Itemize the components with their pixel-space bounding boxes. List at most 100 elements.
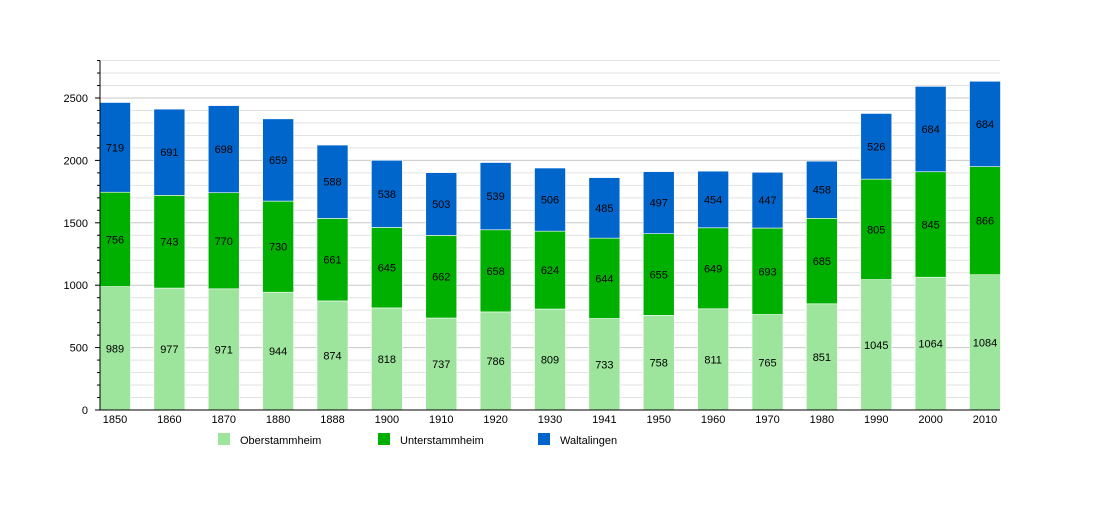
data-label: 538: [378, 189, 396, 201]
data-label: 874: [323, 350, 341, 362]
bar-unterstammheim-1950: [642, 233, 675, 316]
x-tick-label: 1900: [375, 414, 399, 426]
data-label: 659: [269, 155, 287, 167]
bar-waltalingen-1860: [153, 108, 186, 196]
bar-waltalingen-1920: [479, 162, 512, 231]
bar-oberstammheim-1880: [262, 291, 294, 411]
data-label: 971: [215, 344, 233, 356]
y-tick-label: 0: [82, 405, 88, 417]
bar-unterstammheim-1860: [153, 195, 186, 289]
bars: 989 756 719 977 743 691 971 770 698 944 730 659 874 6…: [99, 80, 1001, 411]
bar-unterstammheim-2010: [969, 166, 1001, 276]
bar-waltalingen-1970: [751, 171, 784, 229]
bar-waltalingen-1888: [316, 144, 349, 219]
bar-oberstammheim-1980: [806, 303, 838, 411]
bar-unterstammheim-1970: [751, 227, 784, 315]
x-tick-label: 1860: [157, 414, 181, 426]
data-label: 1045: [864, 340, 888, 352]
bar-unterstammheim-1900: [371, 227, 403, 309]
legend-swatch: [378, 433, 390, 445]
y-tick-label: 500: [70, 343, 88, 355]
data-label: 756: [106, 234, 124, 246]
bar-unterstammheim-1850: [99, 191, 131, 287]
bar-waltalingen-2000: [914, 86, 947, 173]
data-label: 758: [650, 358, 668, 370]
data-label: 624: [541, 265, 559, 277]
data-label: 719: [106, 142, 124, 154]
data-label: 805: [867, 224, 885, 236]
bar-waltalingen-1910: [425, 172, 458, 236]
data-label: 698: [215, 144, 233, 156]
x-tick-label: 2000: [918, 414, 942, 426]
data-label: 977: [160, 344, 178, 356]
x-tick-label: 1920: [483, 414, 507, 426]
data-label: 644: [595, 273, 613, 285]
y-tick-label: 1000: [64, 280, 88, 292]
data-label: 503: [432, 199, 450, 211]
data-label: 693: [758, 266, 776, 278]
bar-waltalingen-1960: [697, 170, 729, 229]
data-label: 809: [541, 355, 559, 367]
bar-oberstammheim-1960: [697, 308, 729, 411]
data-label: 944: [269, 346, 287, 358]
bar-unterstammheim-2000: [914, 171, 947, 278]
bar-oberstammheim-1910: [425, 317, 458, 411]
legend-swatch: [218, 433, 230, 445]
bar-oberstammheim-1870: [207, 288, 240, 411]
data-label: 1084: [973, 337, 997, 349]
bar-oberstammheim-1950: [642, 315, 675, 411]
x-tick-label: 1850: [103, 414, 127, 426]
bar-oberstammheim-1941: [588, 318, 621, 411]
data-label: 845: [921, 219, 939, 231]
x-tick-label: 2010: [973, 414, 997, 426]
bar-oberstammheim-2010: [969, 274, 1001, 411]
data-label: 691: [160, 147, 178, 159]
bar-unterstammheim-1930: [534, 230, 566, 310]
data-label: 737: [432, 359, 450, 371]
x-tick-label: 1960: [701, 414, 725, 426]
legend-label: Waltalingen: [560, 435, 617, 447]
bar-waltalingen-1850: [99, 102, 131, 193]
x-tick-label: 1880: [266, 414, 290, 426]
data-label: 447: [758, 195, 776, 207]
data-label: 526: [867, 141, 885, 153]
data-label: 539: [486, 191, 504, 203]
y-tick-label: 2500: [64, 93, 88, 105]
data-label: 851: [813, 352, 831, 364]
bar-waltalingen-1870: [207, 105, 240, 194]
data-label: 818: [378, 354, 396, 366]
data-label: 458: [813, 185, 831, 197]
bar-unterstammheim-1990: [860, 178, 893, 280]
x-tick-label: 1941: [592, 414, 616, 426]
data-label: 645: [378, 263, 396, 275]
x-tick-label: 1888: [320, 414, 344, 426]
bar-unterstammheim-1941: [588, 237, 621, 319]
x-tick-label: 1970: [755, 414, 779, 426]
bar-unterstammheim-1910: [425, 235, 458, 319]
data-label: 989: [106, 343, 124, 355]
bar-unterstammheim-1870: [207, 192, 240, 290]
x-tick-label: 1930: [538, 414, 562, 426]
data-label: 685: [813, 256, 831, 268]
x-tick-label: 1870: [212, 414, 236, 426]
bar-waltalingen-2010: [969, 80, 1001, 167]
legend-label: Oberstammheim: [240, 435, 321, 447]
data-label: 454: [704, 194, 722, 206]
data-label: 661: [323, 255, 341, 267]
legend-swatch: [538, 433, 550, 445]
data-label: 497: [650, 198, 668, 210]
legend: Oberstammheim Unterstammheim Waltalingen: [218, 433, 617, 447]
bar-waltalingen-1950: [642, 171, 675, 234]
data-label: 506: [541, 195, 559, 207]
data-label: 733: [595, 359, 613, 371]
data-label: 811: [704, 354, 722, 366]
bar-oberstammheim-1850: [99, 286, 131, 411]
bar-unterstammheim-1960: [697, 227, 729, 310]
bar-waltalingen-1930: [534, 167, 566, 232]
y-tick-label: 2000: [64, 155, 88, 167]
bar-waltalingen-1880: [262, 118, 294, 202]
bar-unterstammheim-1888: [316, 218, 349, 302]
data-label: 658: [486, 266, 504, 278]
